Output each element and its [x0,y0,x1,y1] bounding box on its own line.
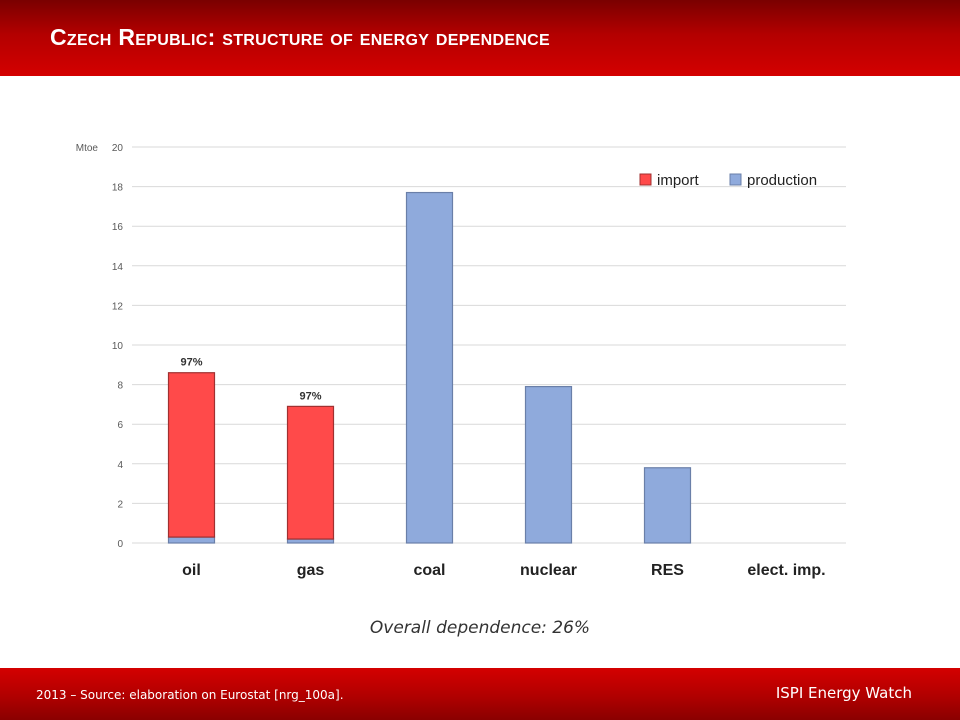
bar-production-coal [405,191,454,544]
x-category-label: gas [297,562,325,579]
y-unit-label: Mtoe [76,143,99,154]
x-category-label: RES [651,562,684,579]
data-label: 97% [299,390,321,402]
bar-import-gas [286,405,335,540]
y-tick-label: 0 [117,539,123,550]
y-tick-label: 2 [117,499,123,510]
x-category-label: nuclear [520,562,577,579]
y-tick-label: 12 [112,301,124,312]
y-tick-label: 16 [112,222,124,233]
y-tick-label: 4 [117,460,123,471]
bar-chart-svg: 0 2 4 6 8 10 12 14 16 18 20 Mtoe 97% oil 97% gas coal nuc… [76,143,846,579]
slide-title: Czech Republic: structure of energy depe… [50,24,550,50]
x-category-label: coal [413,562,445,579]
energy-dependence-chart: 0 2 4 6 8 10 12 14 16 18 20 Mtoe 97% oil 97% gas coal nuc… [0,130,960,590]
y-tick-label: 8 [117,381,123,392]
y-tick-label: 6 [117,420,123,431]
y-tick-label: 18 [112,183,124,194]
bar-import-oil [167,372,216,538]
legend-label-production: production [747,172,817,189]
overall-dependence-caption: Overall dependence: 26% [369,618,591,638]
y-tick-label: 14 [112,262,124,273]
y-tick-label: 10 [112,341,124,352]
x-category-label: oil [182,562,201,579]
legend-label-import: import [657,172,700,189]
bar-production-nuclear [524,385,573,544]
source-note: 2013 – Source: elaboration on Eurostat [… [36,688,344,702]
brand-label: ISPI Energy Watch [775,684,912,702]
bar-production-oil [167,536,216,544]
legend-swatch-production [729,173,742,186]
header-band [0,0,960,76]
bar-production-RES [643,467,692,544]
legend-swatch-import [639,173,652,186]
y-tick-label: 20 [112,143,124,154]
footer-band [0,668,960,720]
x-category-label: elect. imp. [747,562,825,579]
data-label: 97% [180,357,202,369]
